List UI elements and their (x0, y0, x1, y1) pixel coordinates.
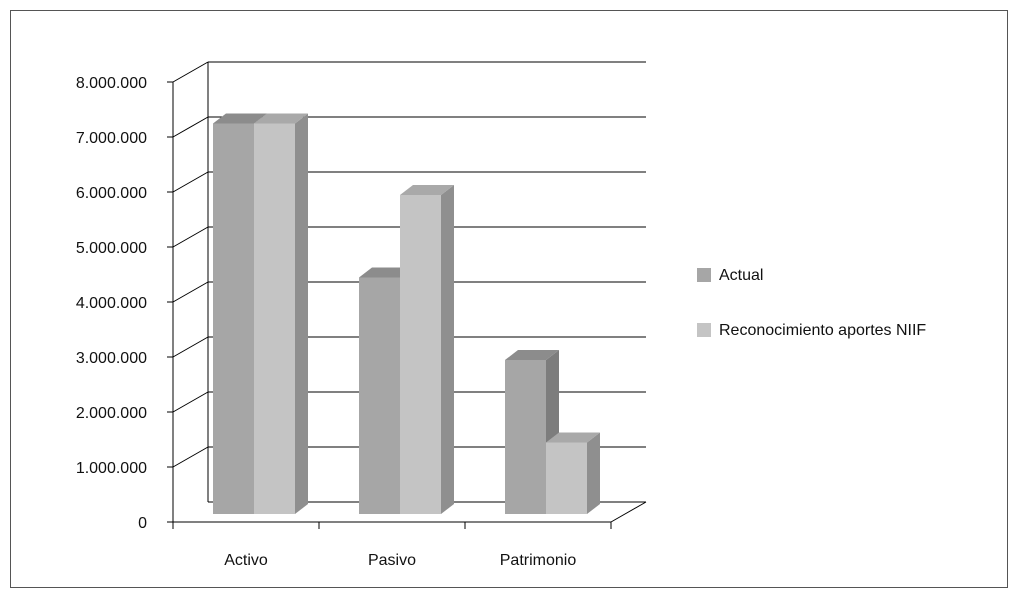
x-tick-label: Activo (224, 552, 268, 569)
legend-label: Actual (719, 267, 763, 284)
bar-top (400, 185, 454, 195)
bar (505, 360, 546, 514)
bar-top (213, 113, 267, 124)
y-axis-ticks: 0 1.000.000 2.000.000 3.000.000 4.000.000 5.0… (76, 75, 173, 532)
gridline-diagonal (172, 336, 209, 358)
bar (254, 123, 295, 514)
gridline-diagonal (172, 226, 209, 248)
x-axis-ticks: Activo Pasivo Patrimonio (172, 522, 612, 569)
gridline-diagonal (172, 61, 209, 83)
bar-top (505, 350, 559, 360)
bar-top (254, 113, 308, 124)
y-tick-label: 1.000.000 (76, 460, 147, 477)
legend-label: Reconocimiento aportes NIIF (719, 322, 926, 339)
legend: Actual Reconocimiento aportes NIIF (697, 267, 926, 339)
floor-right-edge (610, 501, 647, 523)
gridline-diagonal (172, 391, 209, 413)
legend-swatch (697, 268, 711, 282)
y-tick-label: 5.000.000 (76, 240, 147, 257)
gridline-diagonal (172, 281, 209, 303)
bar-side (441, 185, 454, 514)
bar-top (546, 432, 600, 443)
bar (400, 195, 441, 514)
y-tick-label: 8.000.000 (76, 75, 147, 92)
gridline-diagonal (172, 171, 209, 193)
bars (213, 113, 600, 514)
x-tick-label: Patrimonio (500, 552, 577, 569)
bar-top (359, 267, 413, 278)
y-tick-label: 3.000.000 (76, 350, 147, 367)
gridline-diagonal (172, 446, 209, 468)
bar-side (587, 432, 600, 514)
y-tick-label: 7.000.000 (76, 130, 147, 147)
gridline-diagonal (172, 116, 209, 138)
bar (359, 277, 400, 514)
y-tick-label: 4.000.000 (76, 295, 147, 312)
y-tick-label: 0 (138, 515, 147, 532)
bar-side (295, 113, 308, 514)
legend-swatch (697, 323, 711, 337)
x-tick-label: Pasivo (368, 552, 416, 569)
y-tick-label: 6.000.000 (76, 185, 147, 202)
y-tick-label: 2.000.000 (76, 405, 147, 422)
bar (546, 442, 587, 514)
bar (213, 123, 254, 514)
